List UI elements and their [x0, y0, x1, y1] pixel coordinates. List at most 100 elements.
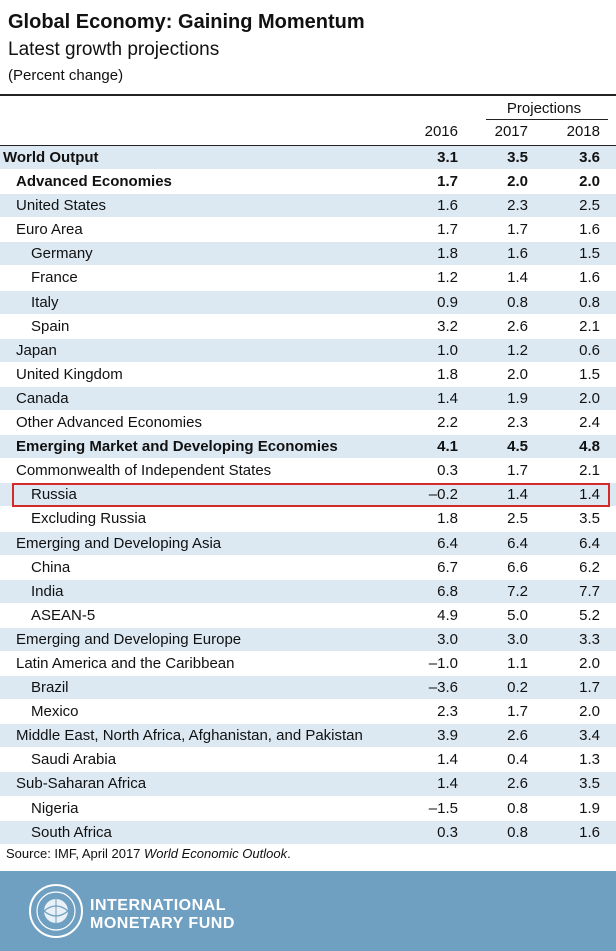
- cell-2018: 1.9: [579, 799, 600, 817]
- row-label: Other Advanced Economies: [16, 414, 202, 432]
- row-label: Emerging and Developing Asia: [16, 534, 222, 552]
- row-label: China: [31, 558, 71, 576]
- cell-2016: –3.6: [428, 679, 458, 697]
- source-note: Source: IMF, April 2017 World Economic O…: [6, 846, 291, 861]
- cell-2016: 4.9: [437, 606, 458, 624]
- chart-subtitle: Latest growth projections: [8, 39, 220, 60]
- column-headers: 2016 2017 2018: [0, 123, 616, 145]
- cell-2018: 2.0: [579, 654, 600, 672]
- table-row: Saudi Arabia 1.4 0.4 1.3: [0, 748, 616, 773]
- imf-name-line1: INTERNATIONAL: [90, 897, 226, 914]
- cell-2018: 3.4: [579, 727, 600, 745]
- cell-2018: 1.4: [579, 486, 600, 504]
- row-label: Brazil: [31, 679, 69, 697]
- cell-2018: 0.8: [579, 293, 600, 311]
- cell-2018: 2.4: [579, 414, 600, 432]
- cell-2017: 3.0: [507, 630, 528, 648]
- row-label: Advanced Economies: [16, 173, 172, 191]
- row-label: Excluding Russia: [31, 510, 147, 528]
- cell-2016: 4.1: [437, 438, 458, 456]
- cell-2018: 1.5: [579, 245, 600, 263]
- row-label: India: [31, 582, 64, 600]
- row-label: Nigeria: [31, 799, 79, 817]
- column-header-2017: 2017: [494, 123, 528, 140]
- cell-2016: –0.2: [428, 486, 458, 504]
- cell-2017: 0.8: [507, 823, 528, 841]
- cell-2017: 2.6: [507, 727, 528, 745]
- table-row: Advanced Economies 1.7 2.0 2.0: [0, 170, 616, 195]
- table-row: United States 1.6 2.3 2.5: [0, 194, 616, 219]
- row-label: Canada: [16, 389, 69, 407]
- row-label: Mexico: [31, 703, 79, 721]
- table-row: Russia –0.2 1.4 1.4: [0, 483, 616, 508]
- imf-footer: INTERNATIONAL MONETARY FUND: [0, 871, 616, 951]
- row-label: Emerging and Developing Europe: [16, 630, 242, 648]
- cell-2018: 3.3: [579, 630, 600, 648]
- cell-2018: 1.6: [579, 221, 600, 239]
- cell-2016: 6.8: [437, 582, 458, 600]
- cell-2018: 2.5: [579, 197, 600, 215]
- table-row: Commonwealth of Independent States 0.3 1.7…: [0, 459, 616, 484]
- table-row: Italy 0.9 0.8 0.8: [0, 290, 616, 315]
- cell-2017: 4.5: [507, 438, 528, 456]
- row-label: World Output: [3, 149, 99, 166]
- table-row: Euro Area 1.7 1.7 1.6: [0, 218, 616, 243]
- cell-2017: 0.8: [507, 293, 528, 311]
- cell-2016: 0.3: [437, 823, 458, 841]
- cell-2018: 1.6: [579, 269, 600, 287]
- cell-2016: 2.2: [437, 414, 458, 432]
- cell-2017: 2.5: [507, 510, 528, 528]
- row-label: United States: [16, 197, 107, 215]
- cell-2016: 3.0: [437, 630, 458, 648]
- source-prefix: Source: IMF, April 2017: [6, 846, 145, 861]
- cell-2018: 2.0: [579, 173, 600, 191]
- row-label: Saudi Arabia: [31, 751, 117, 769]
- cell-2016: 0.3: [437, 462, 458, 480]
- cell-2018: 6.2: [579, 558, 600, 576]
- table-row: ASEAN-5 4.9 5.0 5.2: [0, 603, 616, 628]
- cell-2017: 0.2: [507, 679, 528, 697]
- table-row: World Output 3.1 3.5 3.6: [0, 146, 616, 171]
- cell-2016: 1.7: [437, 173, 458, 191]
- cell-2018: 2.0: [579, 389, 600, 407]
- cell-2016: 1.4: [437, 775, 458, 793]
- cell-2018: 1.6: [579, 823, 600, 841]
- top-rule: [0, 94, 616, 96]
- row-label: Commonwealth of Independent States: [16, 462, 272, 480]
- cell-2017: 7.2: [507, 582, 528, 600]
- cell-2017: 5.0: [507, 606, 528, 624]
- row-label: Spain: [31, 317, 70, 335]
- cell-2016: –1.5: [428, 799, 458, 817]
- table-row: South Africa 0.3 0.8 1.6: [0, 820, 616, 845]
- cell-2017: 1.9: [507, 389, 528, 407]
- table-row: Germany 1.8 1.6 1.5: [0, 242, 616, 267]
- imf-seal-icon: [29, 884, 83, 938]
- table-row: Canada 1.4 1.9 2.0: [0, 386, 616, 412]
- table-row: Emerging and Developing Asia 6.4 6.4 6.4: [0, 531, 616, 556]
- imf-name-line2: MONETARY FUND: [90, 915, 235, 932]
- cell-2018: 0.6: [579, 341, 600, 359]
- table-row: Emerging and Developing Europe 3.0 3.0 3.3: [0, 627, 616, 652]
- row-label: Russia: [31, 486, 77, 504]
- cell-2016: 1.8: [437, 365, 458, 383]
- row-label: France: [31, 269, 78, 287]
- row-label: Latin America and the Caribbean: [16, 654, 235, 672]
- source-publication: World Economic Outlook: [144, 846, 288, 861]
- cell-2017: 2.3: [507, 197, 528, 215]
- cell-2018: 7.7: [579, 582, 600, 600]
- row-label: Emerging Market and Developing Economies: [16, 438, 338, 456]
- row-label: Italy: [31, 293, 59, 311]
- imf-name: INTERNATIONAL MONETARY FUND: [90, 897, 235, 933]
- table-row: Nigeria –1.5 0.8 1.9: [0, 796, 616, 821]
- row-label: Sub-Saharan Africa: [16, 775, 147, 793]
- source-suffix: .: [287, 846, 291, 861]
- cell-2017: 1.7: [507, 462, 528, 480]
- cell-2018: 5.2: [579, 606, 600, 624]
- cell-2016: 1.4: [437, 389, 458, 407]
- cell-2016: 2.3: [437, 703, 458, 721]
- table-row: Excluding Russia 1.8 2.5 3.5: [0, 507, 616, 532]
- cell-2017: 1.6: [507, 245, 528, 263]
- row-label: ASEAN-5: [31, 606, 96, 624]
- cell-2018: 2.1: [579, 317, 600, 335]
- cell-2018: 1.7: [579, 679, 600, 697]
